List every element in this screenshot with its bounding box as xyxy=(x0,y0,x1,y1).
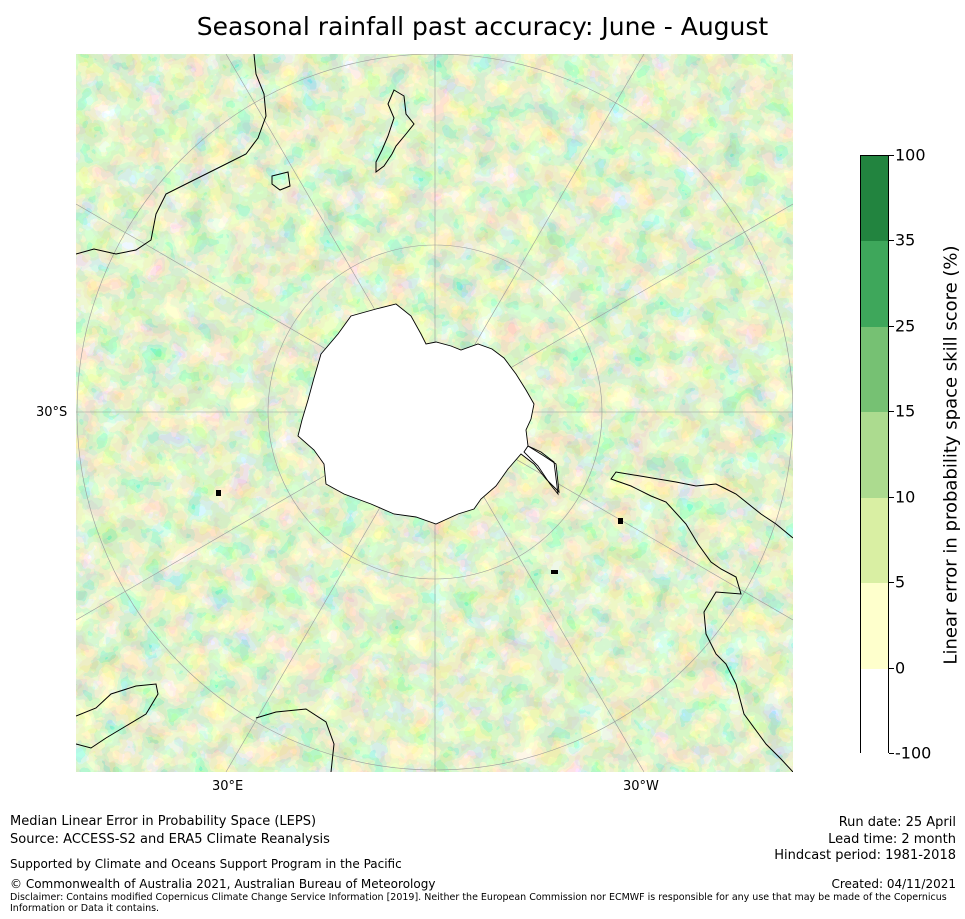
colorbar-tickmark xyxy=(889,155,894,156)
australia-coast xyxy=(76,54,267,255)
colorbar-segment xyxy=(861,583,888,669)
lon-label-30e: 30°E xyxy=(212,779,244,794)
island-3 xyxy=(551,570,558,574)
polar-map xyxy=(76,54,793,772)
tasmania-coast xyxy=(271,171,291,191)
colorbar-tick-label: 5 xyxy=(895,572,906,592)
africa-coast xyxy=(76,683,159,749)
footer-hindcast: Hindcast period: 1981-2018 xyxy=(774,848,956,863)
antarctic-peninsula xyxy=(523,445,559,496)
colorbar-tickmark xyxy=(889,240,894,242)
island-1 xyxy=(216,490,221,496)
colorbar xyxy=(860,155,889,754)
colorbar-segment xyxy=(861,668,888,754)
footer-created: Created: 04/11/2021 xyxy=(831,877,956,891)
colorbar-tick-label: -100 xyxy=(895,743,932,763)
colorbar-segment xyxy=(861,326,888,413)
colorbar-segment xyxy=(861,156,888,242)
colorbar-tickmark xyxy=(889,667,894,669)
colorbar-tickmark xyxy=(889,325,894,327)
footer-support: Supported by Climate and Oceans Support … xyxy=(10,857,402,871)
colorbar-segment xyxy=(861,497,888,584)
colorbar-tick-label: 25 xyxy=(895,316,916,336)
new-zealand-coast xyxy=(375,89,415,173)
island-2 xyxy=(618,518,623,524)
footer-source: Source: ACCESS-S2 and ERA5 Climate Reana… xyxy=(10,832,330,847)
colorbar-tickmark xyxy=(889,753,894,754)
footer-run-date: Run date: 25 April xyxy=(838,815,956,830)
colorbar-tick-label: 100 xyxy=(895,145,926,165)
lon-label-30w: 30°W xyxy=(623,779,659,794)
footer-copyright: © Commonwealth of Australia 2021, Austra… xyxy=(10,877,436,891)
footer-description: Median Linear Error in Probability Space… xyxy=(10,814,317,829)
chart-title: Seasonal rainfall past accuracy: June - … xyxy=(196,12,769,41)
south-america-coast xyxy=(610,471,793,772)
colorbar-segment xyxy=(861,241,888,327)
footer-disclaimer: Disclaimer: Contains modified Copernicus… xyxy=(10,892,947,914)
colorbar-tick-label: 35 xyxy=(895,230,916,250)
colorbar-tick-label: 15 xyxy=(895,401,916,421)
antarctica-coast xyxy=(297,303,560,525)
colorbar-label: Linear error in probability space skill … xyxy=(940,245,962,665)
lat-label-30s: 30°S xyxy=(36,405,68,420)
colorbar-tickmark xyxy=(889,496,894,498)
colorbar-tick-label: 0 xyxy=(895,658,906,678)
colorbar-tickmark xyxy=(889,411,894,413)
madagascar-coast xyxy=(255,708,335,772)
colorbar-segment xyxy=(861,412,888,498)
colorbar-tickmark xyxy=(889,582,894,584)
colorbar-tick-label: 10 xyxy=(895,487,916,507)
footer-lead-time: Lead time: 2 month xyxy=(828,832,956,847)
map-svg xyxy=(76,54,793,772)
